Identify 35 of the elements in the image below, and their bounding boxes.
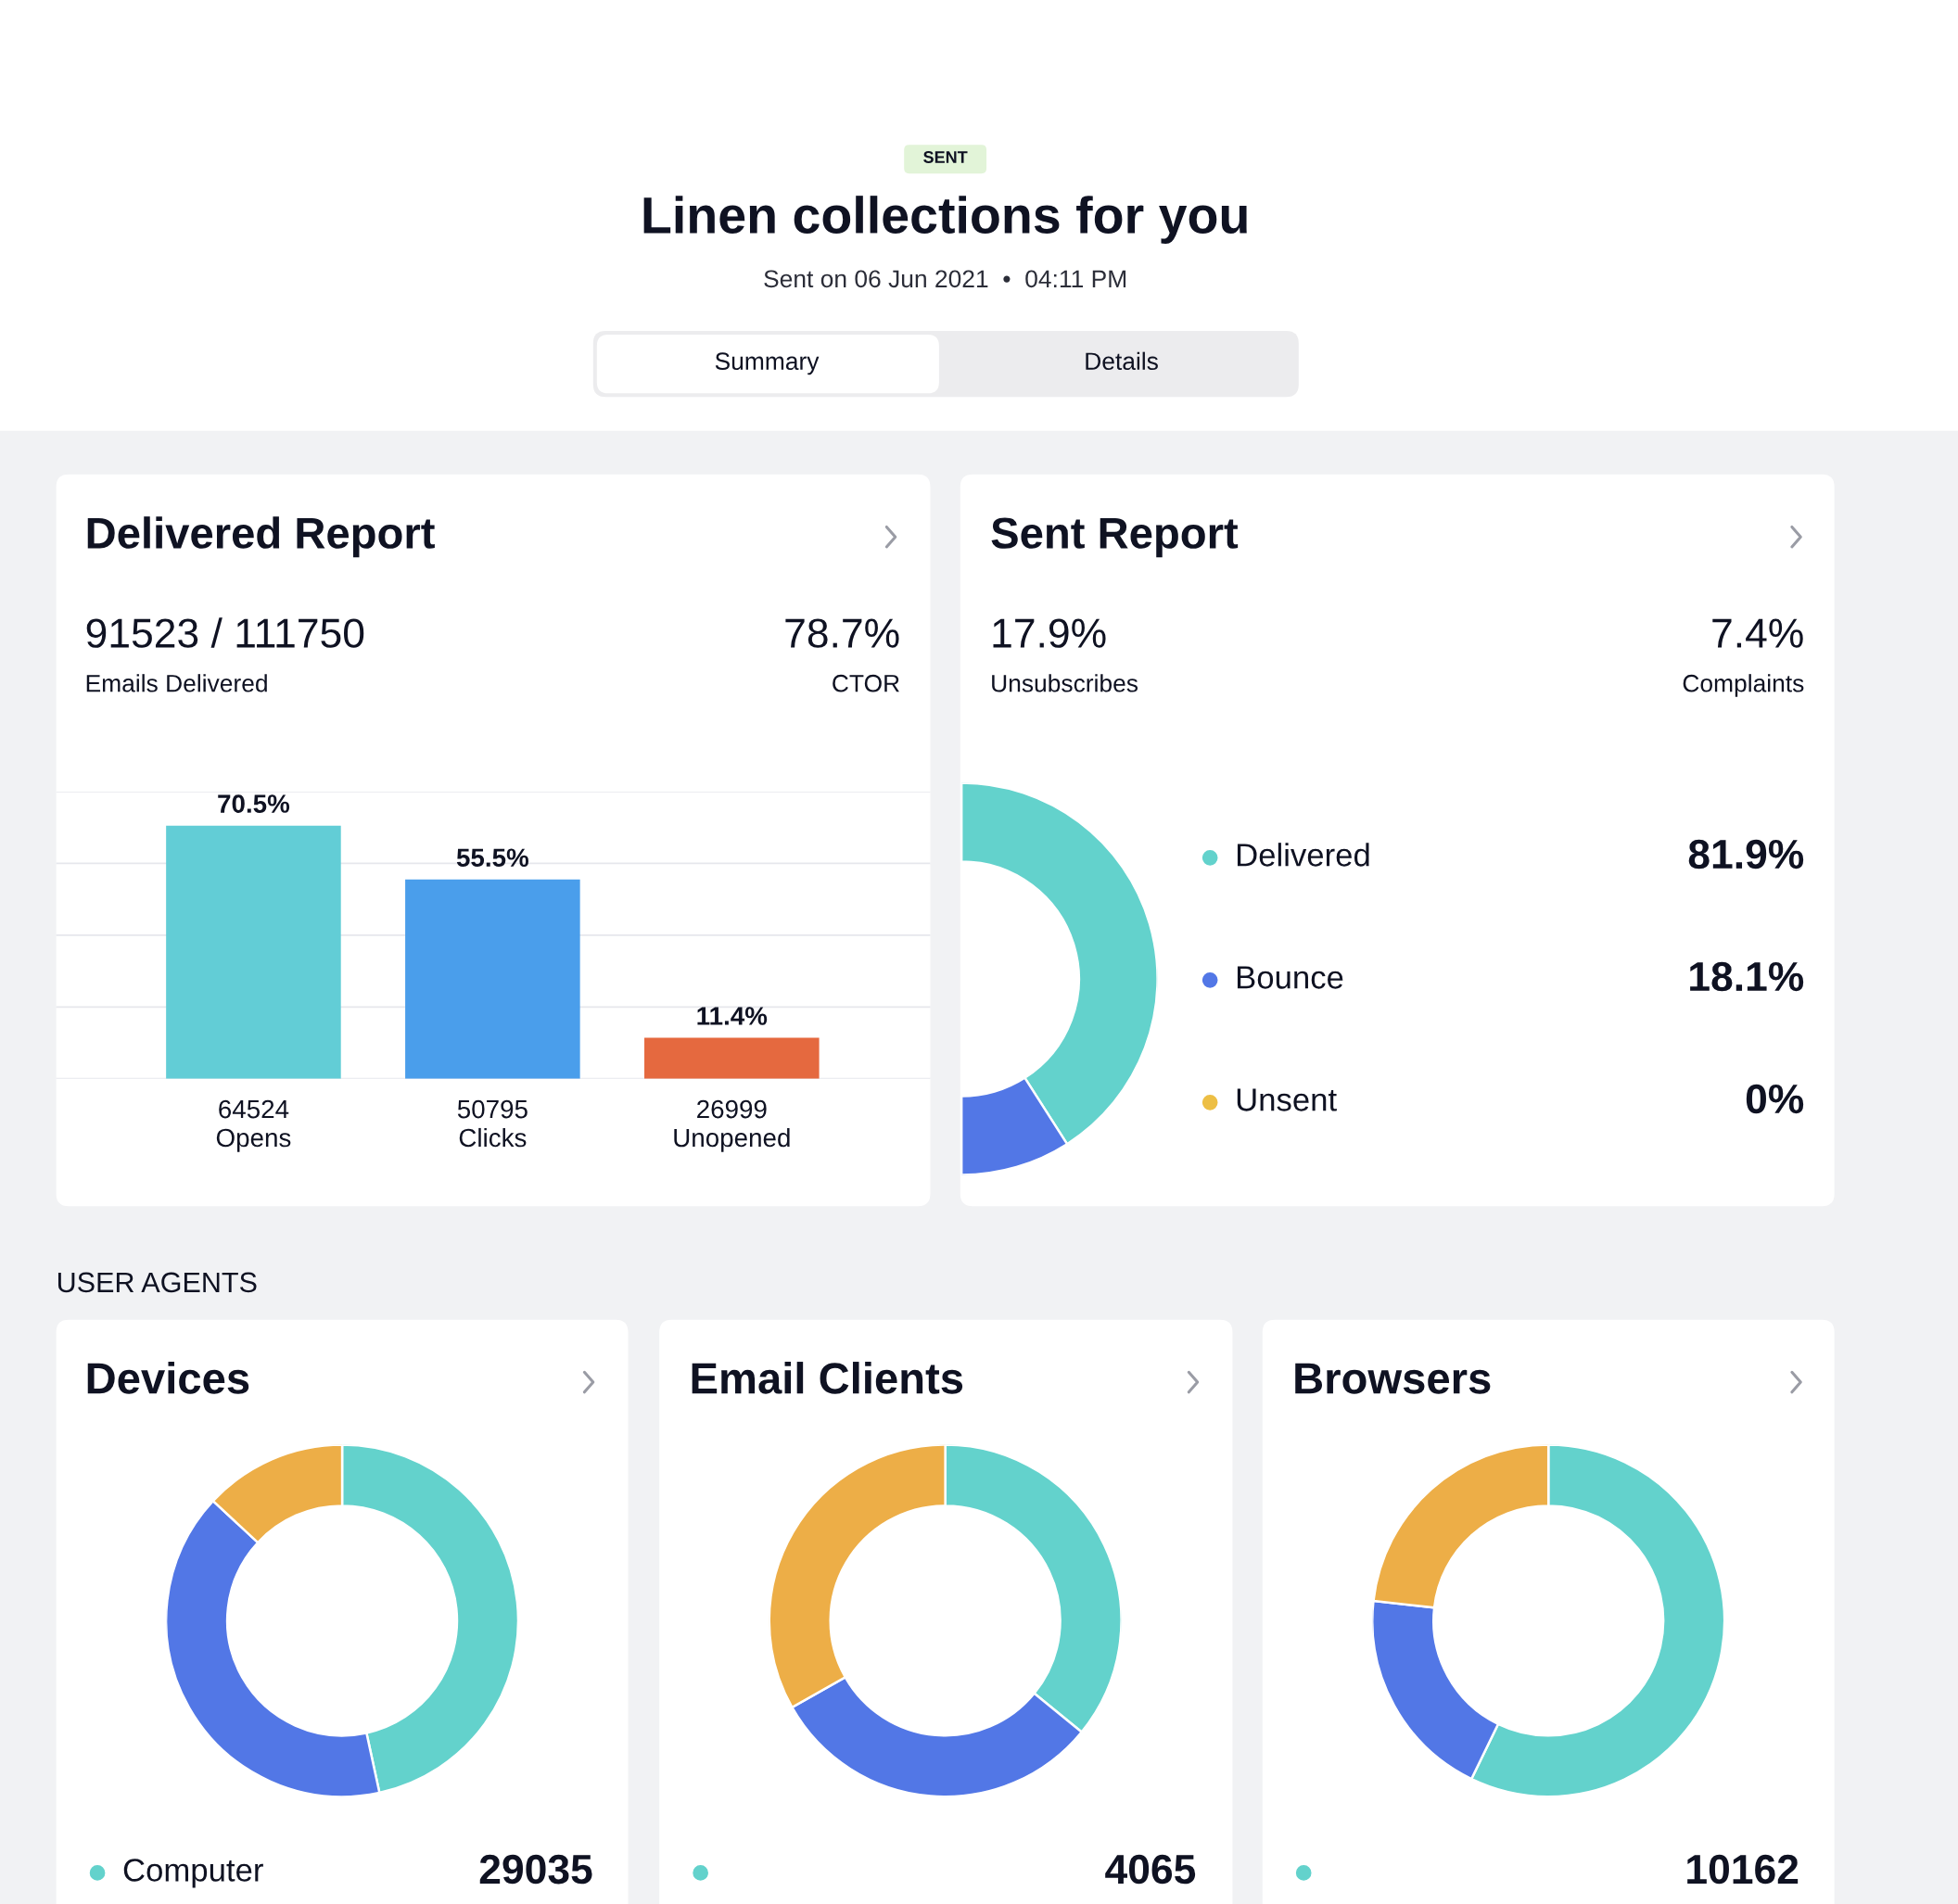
text: Summary	[715, 352, 820, 375]
chart-title: Browsers	[1295, 1363, 1491, 1394]
text: 17.9%	[993, 618, 1106, 648]
text: 29035	[479, 1854, 592, 1885]
data-label: 18.1%	[1690, 961, 1804, 992]
text: USER AGENTS	[57, 1272, 257, 1293]
text: Sent on 06 Jun 2021 • 04:11 PM	[764, 270, 1126, 288]
x-tick-label: 64524 Opens	[216, 1099, 291, 1152]
text: Details	[1086, 351, 1158, 371]
text: SENT	[923, 151, 968, 163]
legend-label: Computer	[123, 1859, 263, 1888]
data-label: 81.9%	[1688, 839, 1804, 869]
text: 4065	[1105, 1854, 1196, 1885]
x-tick-label: 26999 Unopened	[674, 1099, 790, 1152]
text: 78.7%	[785, 618, 899, 648]
text: Emails Delivered	[86, 674, 267, 692]
text: Complaints	[1683, 674, 1804, 697]
legend-label: Unsent	[1237, 1088, 1337, 1111]
chart-title: Delivered Report	[87, 516, 435, 558]
text: CTOR	[833, 674, 899, 692]
text: 10162	[1687, 1854, 1799, 1885]
chart-title: Email Clients	[692, 1362, 963, 1394]
x-tick-label: 50795 Clicks	[457, 1099, 528, 1148]
text: 91523 / 111750	[86, 617, 364, 648]
legend-label: Bounce	[1237, 966, 1343, 989]
text: 7.4%	[1712, 618, 1803, 648]
data-label: 70.5%	[218, 794, 290, 813]
text: 0%	[1746, 1084, 1804, 1114]
chart-title: Sent Report	[991, 517, 1239, 558]
data-label: 55.5%	[456, 848, 529, 868]
data-label: 11.4%	[697, 1007, 768, 1025]
legend-label: Delivered	[1237, 843, 1369, 867]
chart-title: Devices	[87, 1362, 249, 1394]
text: Linen collections for you	[643, 196, 1247, 244]
text: Unsubscribes	[992, 674, 1138, 692]
